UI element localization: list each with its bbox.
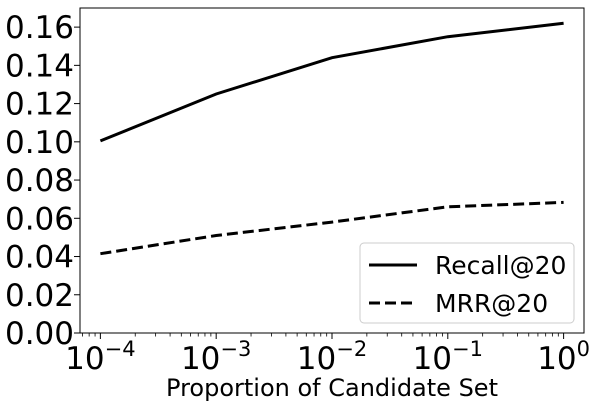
- plot-frame: [79, 7, 585, 334]
- legend-label: MRR@20: [435, 289, 548, 318]
- y-tick-label: 0.06: [5, 201, 74, 237]
- series-line-mrr-20: [100, 200, 564, 256]
- x-minor-ticks: [82, 333, 559, 337]
- y-axis: 0.000.020.040.060.080.100.120.140.16: [5, 10, 80, 352]
- x-tick-label: 100: [537, 337, 590, 377]
- legend: Recall@20 MRR@20: [359, 242, 575, 324]
- x-axis: 10−4 10−3 10−2 10−1 100: [65, 333, 590, 377]
- x-tick-label: 10−1: [413, 337, 483, 377]
- y-tick-label: 0.14: [5, 48, 74, 84]
- y-tick-label: 0.16: [5, 10, 74, 46]
- series-line-recall-20: [99, 21, 564, 143]
- y-tick-label: 0.02: [5, 278, 74, 314]
- y-tick-label: 0.12: [5, 87, 74, 123]
- x-tick-label: 10−4: [65, 337, 135, 377]
- x-axis-label: Proportion of Candidate Set: [166, 374, 498, 402]
- y-tick-label: 0.08: [5, 163, 74, 199]
- y-tick-label: 0.00: [5, 316, 74, 352]
- series-layer: [99, 21, 564, 256]
- legend-label: Recall@20: [435, 251, 566, 280]
- y-tick-label: 0.10: [5, 125, 74, 161]
- legend-box: [359, 242, 575, 324]
- y-tick-label: 0.04: [5, 240, 74, 276]
- x-tick-label: 10−3: [181, 337, 251, 377]
- x-tick-label: 10−2: [297, 337, 367, 377]
